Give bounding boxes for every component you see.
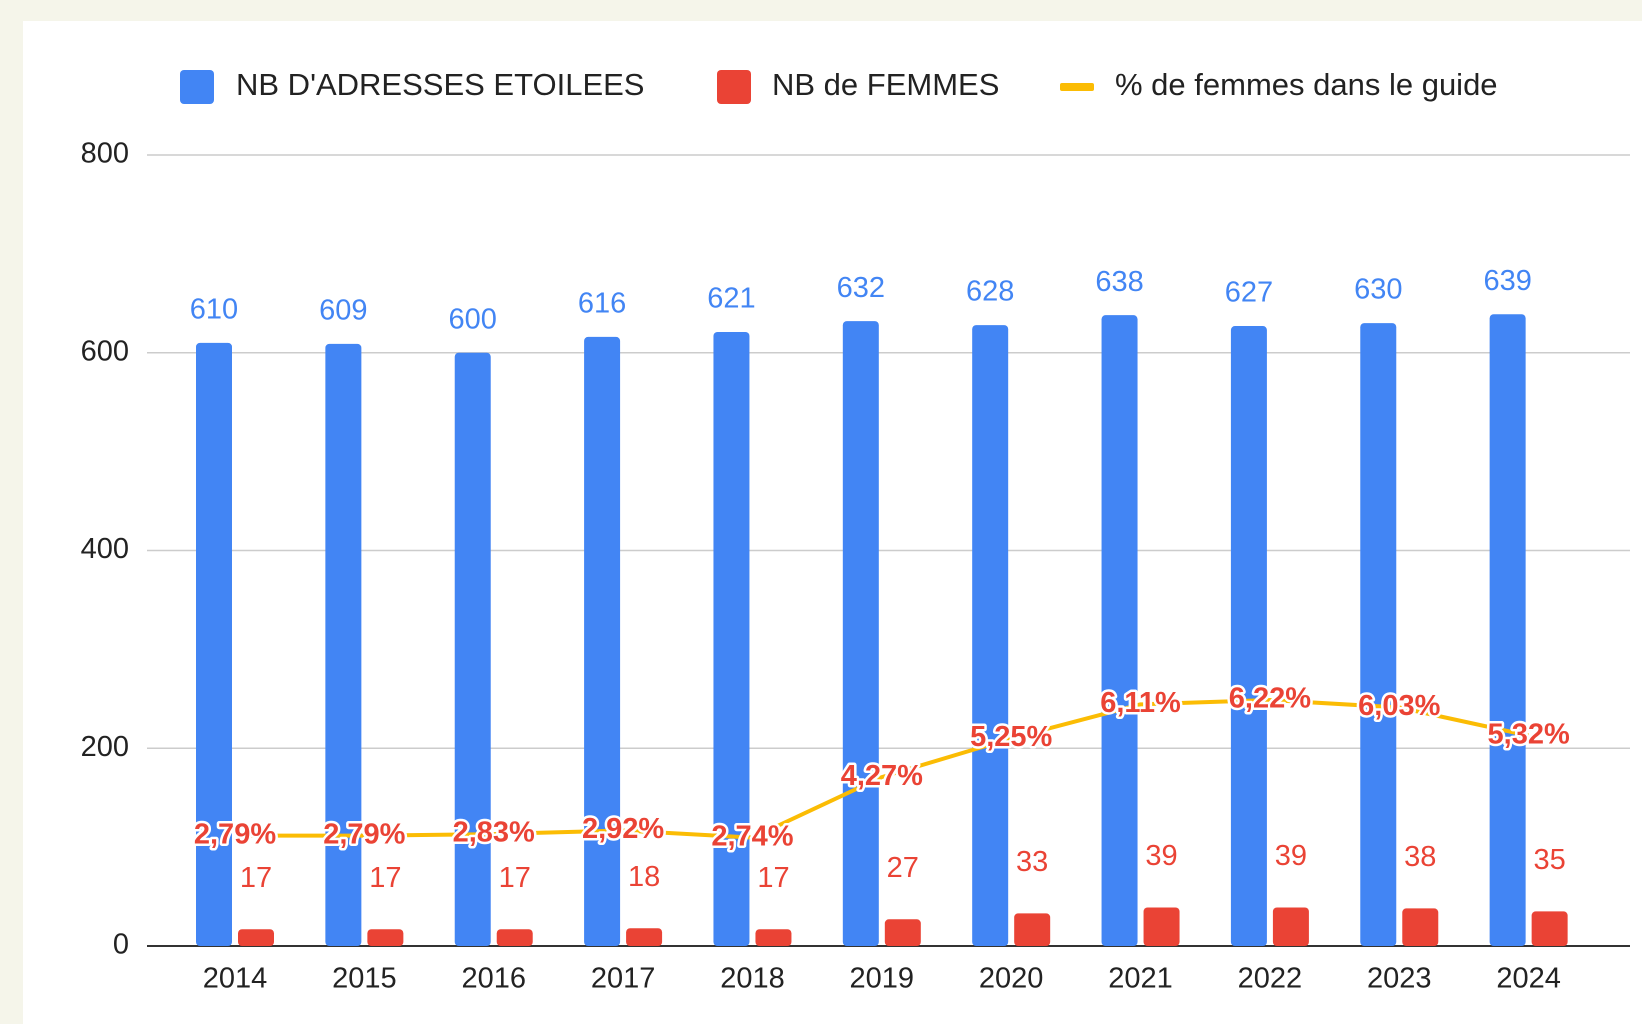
data-label: 18: [628, 861, 660, 893]
bar: [496, 929, 533, 946]
data-label: 632: [837, 272, 885, 304]
y-tick-label: 0: [113, 929, 129, 961]
y-tick-label: 200: [81, 731, 129, 763]
data-label: 6,03%: [1358, 690, 1440, 722]
bar: [626, 928, 663, 946]
y-tick-label: 600: [81, 335, 129, 367]
legend-swatch: [1060, 83, 1094, 91]
bar: [842, 321, 879, 946]
data-label: 639: [1483, 265, 1531, 297]
data-label: 2,83%: [453, 817, 535, 849]
legend-label: % de femmes dans le guide: [1115, 67, 1498, 102]
data-label: 17: [369, 862, 401, 894]
x-tick-label: 2015: [332, 963, 397, 995]
data-label: 5,32%: [1488, 718, 1570, 750]
data-label: 628: [966, 276, 1014, 308]
data-label: 2,79%: [323, 818, 405, 850]
data-label: 616: [578, 288, 626, 320]
y-tick-label: 800: [81, 138, 129, 170]
data-label: 5,25%: [970, 721, 1052, 753]
x-tick-label: 2019: [850, 963, 915, 995]
x-tick-label: 2023: [1367, 963, 1432, 995]
legend-swatch: [180, 70, 214, 104]
bar: [972, 325, 1009, 946]
bar: [196, 342, 232, 946]
bar: [1101, 315, 1138, 946]
bar: [325, 343, 362, 946]
legend-label: NB de FEMMES: [772, 67, 999, 102]
bar: [884, 919, 921, 946]
y-tick-label: 400: [81, 533, 129, 565]
data-label: 39: [1145, 840, 1177, 872]
data-label: 35: [1534, 844, 1566, 876]
data-label: 17: [499, 862, 531, 894]
data-label: 17: [240, 862, 272, 894]
bar: [1489, 314, 1526, 947]
data-label: 2,79%: [194, 818, 276, 850]
bar: [1230, 326, 1267, 947]
x-tick-label: 2018: [720, 963, 785, 995]
x-tick-label: 2016: [461, 963, 526, 995]
bar: [1143, 907, 1180, 946]
data-label: 621: [707, 283, 755, 315]
data-label: 33: [1016, 846, 1048, 878]
bar: [367, 929, 404, 946]
legend-swatch: [717, 70, 751, 104]
data-label: 6,11%: [1100, 687, 1181, 719]
data-label: 4,27%: [841, 760, 923, 792]
legend-label: NB D'ADRESSES ETOILEES: [236, 67, 644, 102]
data-label: 38: [1404, 841, 1436, 873]
data-label: 39: [1275, 840, 1307, 872]
line: [235, 697, 1530, 840]
data-label: 638: [1095, 266, 1143, 298]
data-label: 600: [449, 303, 497, 335]
data-label: 630: [1354, 274, 1402, 306]
bar: [454, 352, 491, 946]
data-label: 27: [887, 852, 919, 884]
bar: [713, 331, 750, 947]
bar: [755, 929, 792, 946]
data-label: 627: [1225, 277, 1273, 309]
x-tick-label: 2022: [1238, 963, 1303, 995]
data-label: 2,92%: [582, 813, 664, 845]
bar: [1272, 907, 1309, 946]
bar: [238, 929, 274, 946]
x-tick-label: 2024: [1496, 963, 1561, 995]
x-tick-label: 2014: [203, 963, 268, 995]
bar: [1014, 913, 1051, 946]
x-tick-label: 2021: [1108, 963, 1173, 995]
bar: [584, 336, 621, 946]
data-label: 6,22%: [1229, 683, 1311, 715]
bar: [1360, 323, 1397, 946]
data-label: 609: [319, 295, 367, 327]
data-label: 2,74%: [711, 820, 793, 852]
data-label: 610: [190, 294, 238, 326]
bar: [1402, 908, 1439, 946]
data-label: 17: [757, 862, 789, 894]
x-tick-label: 2017: [591, 963, 656, 995]
x-tick-label: 2020: [979, 963, 1044, 995]
bar: [1531, 911, 1568, 946]
